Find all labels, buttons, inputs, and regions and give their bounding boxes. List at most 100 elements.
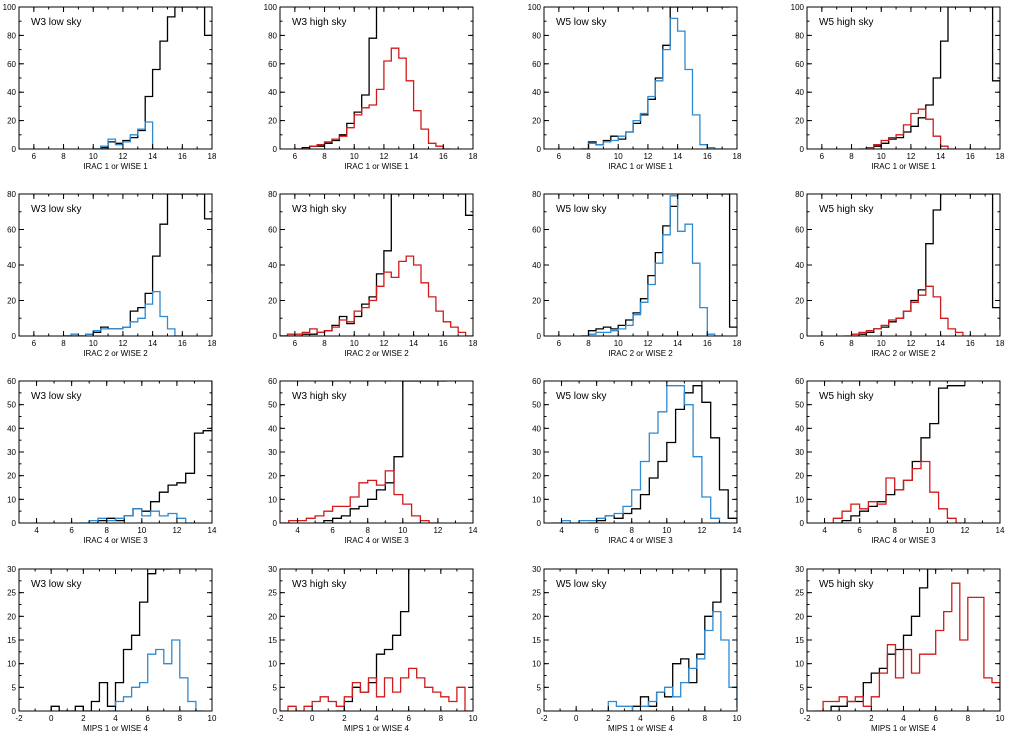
x-tick-label: -2 (803, 714, 811, 723)
y-tick-label: 0 (12, 707, 17, 716)
y-tick-label: 40 (532, 261, 541, 270)
x-tick-label: 4 (34, 526, 39, 535)
y-tick-label: 0 (537, 519, 542, 528)
panel-title: W5 high sky (819, 204, 873, 215)
histogram-series-irac (93, 7, 212, 149)
y-tick-label: 0 (12, 519, 17, 528)
x-tick-label: 12 (118, 152, 127, 161)
panel-title: W3 high sky (292, 204, 346, 215)
x-tick-label: 14 (936, 339, 945, 348)
y-tick-label: 0 (800, 145, 805, 154)
y-tick-label: 60 (532, 377, 541, 386)
plot-frame (279, 193, 474, 337)
x-tick-label: 14 (409, 339, 418, 348)
panel-title: W5 high sky (819, 579, 873, 590)
y-tick-label: 10 (268, 660, 277, 669)
y-tick-label: 25 (7, 589, 16, 598)
x-tick-label: 18 (996, 339, 1005, 348)
x-tick-label: 10 (469, 714, 478, 723)
y-tick-label: 10 (795, 660, 804, 669)
x-tick-label: 10 (89, 152, 98, 161)
y-tick-label: 0 (537, 145, 542, 154)
histogram-series-wise (63, 290, 183, 336)
x-tick-label: 10 (350, 339, 359, 348)
x-tick-label: 0 (49, 714, 54, 723)
x-axis-label: IRAC 2 or WISE 2 (871, 349, 936, 358)
y-tick-label: 80 (268, 31, 277, 40)
histogram-series-wise (600, 610, 737, 711)
histogram-panel: 6 8 10 12 14 16 18 0 20 40 60 80 100 W5 high sky IRAC … (791, 3, 1005, 171)
x-tick-label: 6 (406, 714, 411, 723)
y-tick-label: 60 (795, 377, 804, 386)
x-tick-label: 2 (606, 714, 611, 723)
panel-title: W5 low sky (556, 579, 607, 590)
y-tick-label: 5 (273, 683, 278, 692)
x-tick-label: 12 (172, 526, 181, 535)
x-axis-label: IRAC 2 or WISE 2 (83, 349, 148, 358)
y-tick-label: 15 (795, 636, 804, 645)
y-tick-label: 0 (273, 519, 278, 528)
y-tick-label: 80 (532, 31, 541, 40)
y-tick-label: 50 (7, 401, 16, 410)
x-tick-label: 8 (178, 714, 183, 723)
plot-frame (543, 568, 738, 712)
x-tick-label: -2 (540, 714, 548, 723)
histogram-series-mips (823, 569, 944, 711)
x-tick-label: 10 (925, 526, 934, 535)
panel-title: W3 low sky (31, 17, 82, 28)
y-tick-label: 60 (795, 226, 804, 235)
x-tick-label: 8 (586, 339, 591, 348)
histogram-series-wise (280, 470, 438, 523)
histogram-series-mips (336, 569, 425, 711)
y-tick-label: 60 (268, 226, 277, 235)
x-tick-label: 6 (557, 152, 562, 161)
panel-title: W3 low sky (31, 391, 82, 402)
y-tick-label: 60 (7, 60, 16, 69)
x-tick-label: -2 (276, 714, 284, 723)
x-tick-label: 8 (586, 152, 591, 161)
x-axis-label: IRAC 4 or WISE 3 (344, 536, 409, 545)
histogram-panel: 6 8 10 12 14 16 18 0 20 40 60 80 100 W5 low sky IRAC 1… (528, 3, 742, 171)
y-tick-label: 20 (795, 297, 804, 306)
y-tick-label: 40 (268, 424, 277, 433)
x-tick-label: 16 (178, 339, 187, 348)
y-tick-label: 20 (532, 117, 541, 126)
x-tick-label: 12 (697, 526, 706, 535)
x-tick-label: 2 (869, 714, 874, 723)
x-tick-label: 14 (733, 526, 742, 535)
y-tick-label: 60 (268, 60, 277, 69)
histogram-series-wise (824, 460, 965, 523)
x-axis-label: MIPS 1 or WISE 4 (608, 724, 673, 733)
y-tick-label: 60 (268, 377, 277, 386)
x-tick-label: 6 (670, 714, 675, 723)
x-tick-label: 10 (733, 714, 742, 723)
histogram-panel: 6 8 10 12 14 16 18 0 20 40 60 80 W5 high sky IRAC 2 o… (795, 190, 1005, 358)
x-axis-label: IRAC 1 or WISE 1 (871, 162, 936, 171)
plot-frame (543, 6, 738, 150)
x-tick-label: 10 (877, 339, 886, 348)
x-tick-label: 0 (837, 714, 842, 723)
y-tick-label: 60 (532, 226, 541, 235)
x-tick-label: 16 (703, 152, 712, 161)
x-tick-label: 12 (643, 339, 652, 348)
histogram-series-irac (866, 7, 1000, 149)
y-tick-label: 30 (268, 565, 277, 574)
x-tick-label: 4 (113, 714, 118, 723)
x-tick-label: 6 (857, 526, 862, 535)
y-tick-label: 25 (532, 589, 541, 598)
y-tick-label: 20 (268, 117, 277, 126)
x-tick-label: 8 (703, 714, 708, 723)
x-axis-label: IRAC 1 or WISE 1 (83, 162, 148, 171)
y-tick-label: 20 (532, 472, 541, 481)
y-tick-label: 40 (7, 88, 16, 97)
x-tick-label: 6 (557, 339, 562, 348)
y-tick-label: 0 (800, 332, 805, 341)
x-tick-label: 10 (89, 339, 98, 348)
x-tick-label: 16 (966, 339, 975, 348)
y-tick-label: 30 (795, 565, 804, 574)
histogram-panel: 4 6 8 10 12 14 0 10 20 30 40 50 60 W5 high sky IRAC 4 … (795, 377, 1005, 545)
plot-frame (18, 6, 213, 150)
